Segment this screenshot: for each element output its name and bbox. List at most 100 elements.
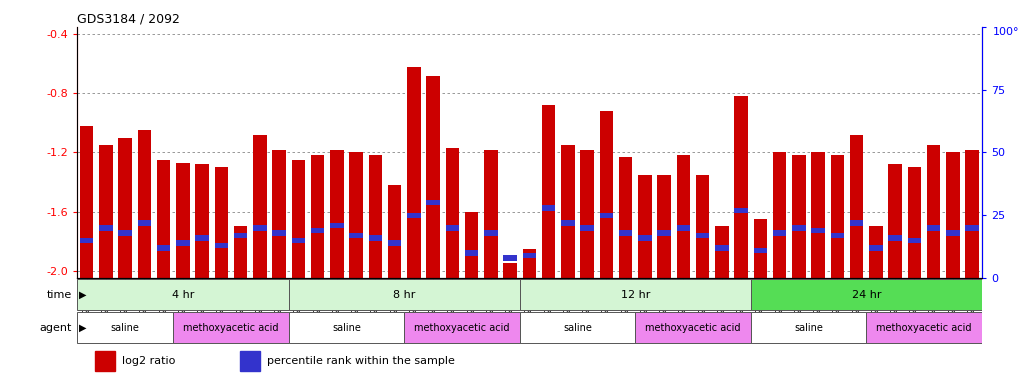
Text: 100°: 100° <box>993 27 1019 37</box>
Bar <box>638 235 652 241</box>
Bar <box>330 223 343 228</box>
Bar <box>350 233 363 238</box>
Bar <box>715 227 729 278</box>
Bar <box>908 167 921 278</box>
FancyBboxPatch shape <box>750 279 982 310</box>
Bar <box>80 238 94 243</box>
Bar <box>927 225 941 231</box>
Bar <box>272 230 286 236</box>
Bar <box>504 263 517 278</box>
Bar <box>369 156 382 278</box>
Text: 4 hr: 4 hr <box>172 290 194 300</box>
Text: saline: saline <box>111 323 140 333</box>
Bar <box>561 220 575 225</box>
Bar <box>215 243 228 248</box>
Bar <box>292 160 305 278</box>
Bar <box>869 245 883 251</box>
Text: ▶: ▶ <box>79 290 86 300</box>
FancyBboxPatch shape <box>520 279 750 310</box>
Text: log2 ratio: log2 ratio <box>122 356 176 366</box>
Bar <box>234 233 248 238</box>
Bar <box>157 160 171 278</box>
Bar <box>330 149 343 278</box>
Bar <box>831 233 844 238</box>
Bar <box>195 164 209 278</box>
Text: time: time <box>46 290 72 300</box>
Bar <box>388 240 401 246</box>
Text: agent: agent <box>40 323 72 333</box>
Bar <box>811 228 824 233</box>
Bar <box>522 253 537 258</box>
FancyBboxPatch shape <box>750 312 867 343</box>
Bar <box>561 145 575 278</box>
Bar <box>888 235 902 241</box>
Bar <box>965 149 979 278</box>
Bar <box>253 225 266 231</box>
Bar <box>696 233 709 238</box>
Bar <box>676 156 690 278</box>
Bar <box>234 227 248 278</box>
Bar <box>542 205 555 210</box>
Text: saline: saline <box>563 323 592 333</box>
Bar <box>292 238 305 243</box>
Bar <box>638 175 652 278</box>
Bar <box>96 351 115 371</box>
Text: 8 hr: 8 hr <box>393 290 415 300</box>
Bar <box>658 175 671 278</box>
Text: methoxyacetic acid: methoxyacetic acid <box>183 323 279 333</box>
Bar <box>773 152 786 278</box>
Text: methoxyacetic acid: methoxyacetic acid <box>414 323 510 333</box>
FancyBboxPatch shape <box>867 312 982 343</box>
Bar <box>522 248 537 278</box>
Bar <box>465 250 478 256</box>
Bar <box>272 149 286 278</box>
Bar <box>869 227 883 278</box>
Bar <box>388 185 401 278</box>
Text: percentile rank within the sample: percentile rank within the sample <box>267 356 455 366</box>
Bar <box>427 76 440 278</box>
Bar <box>80 126 94 278</box>
FancyBboxPatch shape <box>404 312 520 343</box>
Text: ▶: ▶ <box>79 323 86 333</box>
Bar <box>696 175 709 278</box>
Bar <box>484 149 498 278</box>
Bar <box>138 220 151 225</box>
Text: methoxyacetic acid: methoxyacetic acid <box>646 323 741 333</box>
Bar <box>793 225 806 231</box>
Bar <box>310 156 325 278</box>
Bar <box>676 225 690 231</box>
Bar <box>176 240 190 246</box>
Bar <box>658 230 671 236</box>
Bar <box>581 225 594 231</box>
Bar <box>754 219 767 278</box>
Bar <box>484 230 498 236</box>
Bar <box>446 148 460 278</box>
Bar <box>118 138 132 278</box>
Bar <box>773 230 786 236</box>
Bar <box>176 163 190 278</box>
Text: 12 hr: 12 hr <box>621 290 650 300</box>
Bar <box>427 200 440 205</box>
Bar <box>100 145 113 278</box>
Bar <box>754 248 767 253</box>
Text: 24 hr: 24 hr <box>851 290 881 300</box>
Bar <box>350 152 363 278</box>
Bar <box>715 245 729 251</box>
Bar <box>946 230 959 236</box>
Bar <box>253 135 266 278</box>
Bar <box>542 105 555 278</box>
Bar <box>157 245 171 251</box>
FancyBboxPatch shape <box>289 312 404 343</box>
Text: GDS3184 / 2092: GDS3184 / 2092 <box>77 13 180 26</box>
FancyBboxPatch shape <box>289 279 520 310</box>
Text: saline: saline <box>332 323 361 333</box>
Bar <box>831 156 844 278</box>
Bar <box>965 225 979 231</box>
Text: saline: saline <box>794 323 823 333</box>
Bar <box>310 228 325 233</box>
Bar <box>407 212 420 218</box>
Bar <box>407 67 420 278</box>
Bar <box>811 152 824 278</box>
Bar <box>619 230 632 236</box>
Bar <box>850 220 864 225</box>
